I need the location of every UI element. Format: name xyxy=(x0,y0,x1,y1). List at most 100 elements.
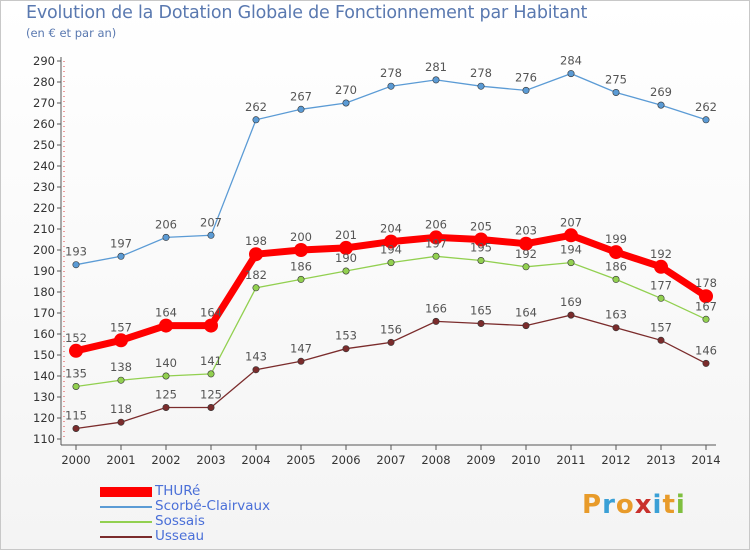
data-label: 192 xyxy=(650,247,672,261)
axes: 110 120 130 140 150 160 170 180 190 200 210 220 230 2… xyxy=(33,54,721,467)
data-label: 267 xyxy=(290,89,312,103)
data-point xyxy=(159,318,173,333)
data-point xyxy=(567,311,575,319)
y-tick-label: 160 xyxy=(33,327,55,341)
data-label: 262 xyxy=(245,100,267,114)
data-label: 157 xyxy=(650,320,672,334)
data-point xyxy=(609,245,623,260)
data-label: 153 xyxy=(335,329,357,343)
x-tick-label: 2008 xyxy=(421,453,450,467)
chart-subtitle: (en € et par an) xyxy=(26,26,117,40)
data-label: 182 xyxy=(245,268,267,282)
data-label: 152 xyxy=(65,331,87,345)
logo-letter: r xyxy=(602,490,616,520)
data-label: 270 xyxy=(335,83,357,97)
data-labels-layer: 193 197 206 207 262 267 270 278 281 278 276 284 275 2… xyxy=(65,54,717,423)
data-point xyxy=(522,263,530,271)
data-point xyxy=(432,76,440,84)
y-tick-label: 140 xyxy=(33,369,55,383)
series-sossais xyxy=(72,252,710,390)
data-label: 157 xyxy=(110,320,132,334)
x-tick-label: 2002 xyxy=(151,453,180,467)
x-tick-label: 2010 xyxy=(511,453,540,467)
data-label: 177 xyxy=(650,278,672,292)
data-label: 200 xyxy=(290,230,312,244)
y-tick-label: 290 xyxy=(33,54,55,68)
data-label: 186 xyxy=(290,259,312,273)
data-point xyxy=(384,234,398,249)
x-tick-label: 2013 xyxy=(646,453,675,467)
data-point xyxy=(72,261,80,269)
data-point xyxy=(657,336,665,344)
y-tick-label: 280 xyxy=(33,75,55,89)
data-label: 204 xyxy=(380,222,402,236)
series-layer xyxy=(69,70,713,432)
y-tick-label: 260 xyxy=(33,117,55,131)
data-point xyxy=(162,233,170,241)
data-point xyxy=(477,319,485,327)
data-label: 164 xyxy=(515,306,537,320)
data-point xyxy=(69,343,83,358)
logo-letter: i xyxy=(652,490,663,520)
data-point xyxy=(252,116,260,124)
data-point xyxy=(699,289,713,304)
data-label: 199 xyxy=(605,232,627,246)
data-point xyxy=(477,256,485,264)
chart-title: Evolution de la Dotation Globale de Fonc… xyxy=(26,3,588,23)
data-point xyxy=(564,228,578,243)
data-label: 165 xyxy=(470,304,492,318)
data-label: 147 xyxy=(290,341,312,355)
y-tick-label: 120 xyxy=(33,411,55,425)
data-point xyxy=(519,236,533,251)
data-label: 197 xyxy=(425,236,447,250)
data-point xyxy=(432,317,440,325)
legend-label: Sossais xyxy=(155,513,205,529)
data-label: 206 xyxy=(425,217,447,231)
data-label: 115 xyxy=(65,409,87,423)
data-label: 169 xyxy=(560,295,582,309)
legend-label: Scorbé-Clairvaux xyxy=(155,498,271,514)
data-label: 164 xyxy=(155,306,177,320)
data-label: 207 xyxy=(560,215,582,229)
data-label: 118 xyxy=(110,402,132,416)
data-point xyxy=(207,370,215,378)
y-tick-label: 250 xyxy=(33,138,55,152)
y-tick-label: 210 xyxy=(33,222,55,236)
data-label: 281 xyxy=(425,60,447,74)
data-label: 166 xyxy=(425,301,447,315)
data-label: 146 xyxy=(695,343,717,357)
data-label: 194 xyxy=(380,243,402,257)
data-point xyxy=(297,357,305,365)
data-label: 143 xyxy=(245,350,267,364)
data-label: 167 xyxy=(695,299,717,313)
data-label: 135 xyxy=(65,367,87,381)
y-tick-label: 110 xyxy=(33,432,55,446)
data-point xyxy=(342,345,350,353)
data-point xyxy=(249,247,263,262)
data-point xyxy=(387,82,395,90)
data-label: 186 xyxy=(605,259,627,273)
y-tick-label: 230 xyxy=(33,180,55,194)
y-tick-label: 190 xyxy=(33,264,55,278)
x-tick-label: 2014 xyxy=(691,453,720,467)
x-tick-label: 2007 xyxy=(376,453,405,467)
data-label: 197 xyxy=(110,236,132,250)
legend-item: Usseau xyxy=(100,529,270,544)
proxiti-logo: Proxiti xyxy=(582,490,686,520)
y-tick-label: 180 xyxy=(33,285,55,299)
x-tick-label: 2011 xyxy=(556,453,585,467)
data-point xyxy=(612,324,620,332)
data-label: 190 xyxy=(335,251,357,265)
y-tick-label: 200 xyxy=(33,243,55,257)
data-point xyxy=(342,267,350,275)
series-scorb-clairvaux xyxy=(72,70,710,269)
logo-letter: P xyxy=(582,490,603,520)
data-point xyxy=(342,99,350,107)
data-point xyxy=(657,294,665,302)
data-point xyxy=(702,315,710,323)
data-label: 275 xyxy=(605,73,627,87)
data-label: 278 xyxy=(380,66,402,80)
data-point xyxy=(252,284,260,292)
y-tick-label: 220 xyxy=(33,201,55,215)
data-point xyxy=(567,70,575,78)
